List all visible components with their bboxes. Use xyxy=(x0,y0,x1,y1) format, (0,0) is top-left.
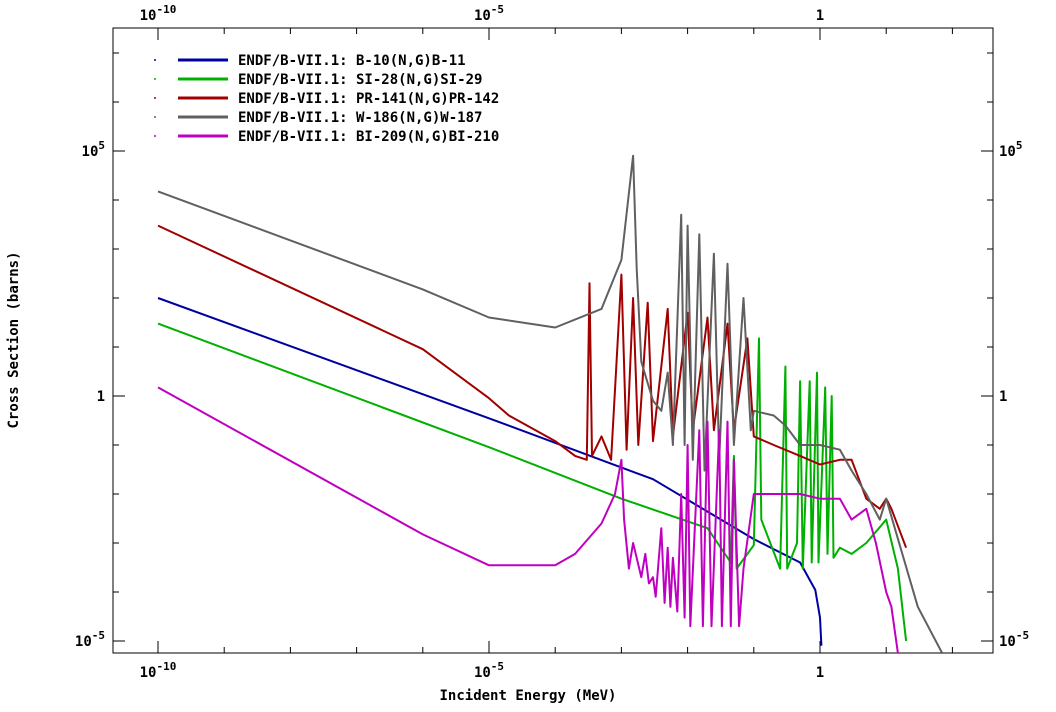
y-tick-label: 105 xyxy=(82,139,105,160)
y-tick-label-right: 105 xyxy=(999,139,1022,160)
legend-dot xyxy=(154,97,156,99)
y-axis-title: Cross Section (barns) xyxy=(6,251,22,428)
legend-dot xyxy=(154,116,156,118)
x-axis-title: Incident Energy (MeV) xyxy=(439,688,616,704)
legend: ENDF/B-VII.1: B-10(N,G)B-11 ENDF/B-VII.1:… xyxy=(154,53,499,145)
legend-dot xyxy=(154,78,156,80)
y-tick-label-right: 10-5 xyxy=(999,629,1029,650)
x-tick-label: 10-10 xyxy=(140,660,177,681)
plot-frame xyxy=(112,27,994,654)
x-tick-label-top: 10-5 xyxy=(474,3,504,24)
legend-dot xyxy=(154,135,156,137)
series-line-5 xyxy=(157,386,899,653)
series-line-3 xyxy=(157,224,908,549)
y-tick-label-right: 1 xyxy=(999,389,1007,405)
legend-label: ENDF/B-VII.1: PR-141(N,G)PR-142 xyxy=(238,91,499,107)
series-line-1 xyxy=(157,297,823,646)
axis-ticks: 10-10 10-10 10-5 10-5 1 1 10-5 10-5 1 1 105 105 xyxy=(75,3,1029,681)
series-line-2 xyxy=(157,322,908,642)
x-tick-label: 1 xyxy=(816,665,824,681)
legend-label: ENDF/B-VII.1: B-10(N,G)B-11 xyxy=(238,53,466,69)
series-line-4 xyxy=(157,154,943,653)
series-layer xyxy=(157,154,943,653)
legend-label: ENDF/B-VII.1: BI-209(N,G)BI-210 xyxy=(238,129,499,145)
legend-label: ENDF/B-VII.1: SI-28(N,G)SI-29 xyxy=(238,72,482,88)
y-tick-label: 10-5 xyxy=(75,629,105,650)
y-tick-label: 1 xyxy=(97,389,105,405)
legend-dot xyxy=(154,59,156,61)
x-tick-label: 10-5 xyxy=(474,660,504,681)
x-tick-label-top: 1 xyxy=(816,8,824,24)
legend-label: ENDF/B-VII.1: W-186(N,G)W-187 xyxy=(238,110,482,126)
x-tick-label-top: 10-10 xyxy=(140,3,177,24)
